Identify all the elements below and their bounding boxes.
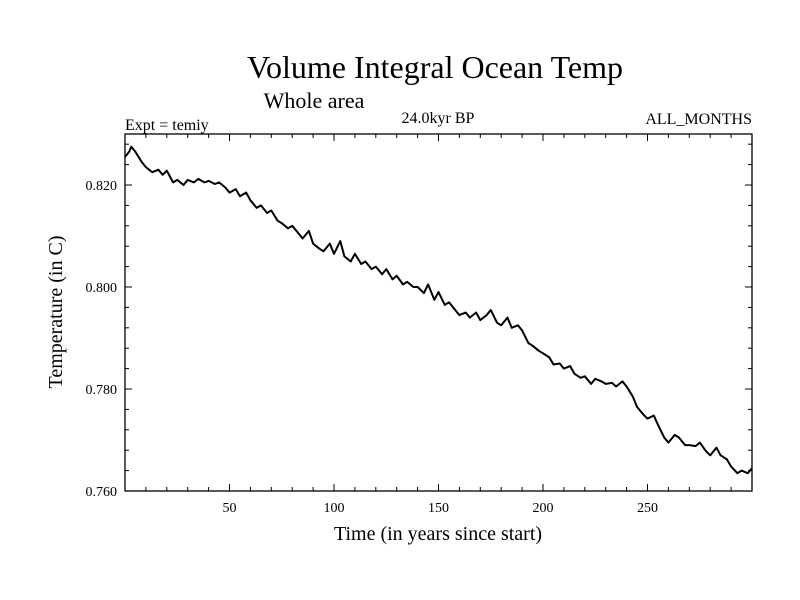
axis-ticks — [125, 134, 752, 492]
tick-labels: 50 100 150 200 250 0.760 0.780 0.800 0.820 — [86, 179, 659, 516]
period-label: 24.0kyr BP — [402, 110, 475, 127]
y-tick-label: 0.820 — [86, 179, 118, 194]
months-label: ALL_MONTHS — [645, 111, 752, 128]
plot-frame — [124, 133, 753, 492]
chart-title: Volume Integral Ocean Temp — [247, 49, 623, 85]
temperature-series-line — [124, 145, 753, 475]
x-tick-label: 200 — [533, 501, 554, 516]
x-axis-label: Time (in years since start) — [334, 523, 542, 545]
x-tick-label: 250 — [637, 501, 658, 516]
x-tick-label: 100 — [324, 501, 345, 516]
x-tick-label: 150 — [428, 501, 449, 516]
experiment-label: Expt = temiy — [125, 117, 209, 134]
y-tick-label: 0.800 — [86, 281, 118, 296]
x-tick-label: 50 — [223, 501, 237, 516]
y-axis-label: Temperature (in C) — [45, 236, 67, 389]
chart-subtitle: Whole area — [264, 88, 365, 113]
y-tick-label: 0.780 — [86, 383, 118, 398]
y-tick-label: 0.760 — [86, 485, 118, 500]
